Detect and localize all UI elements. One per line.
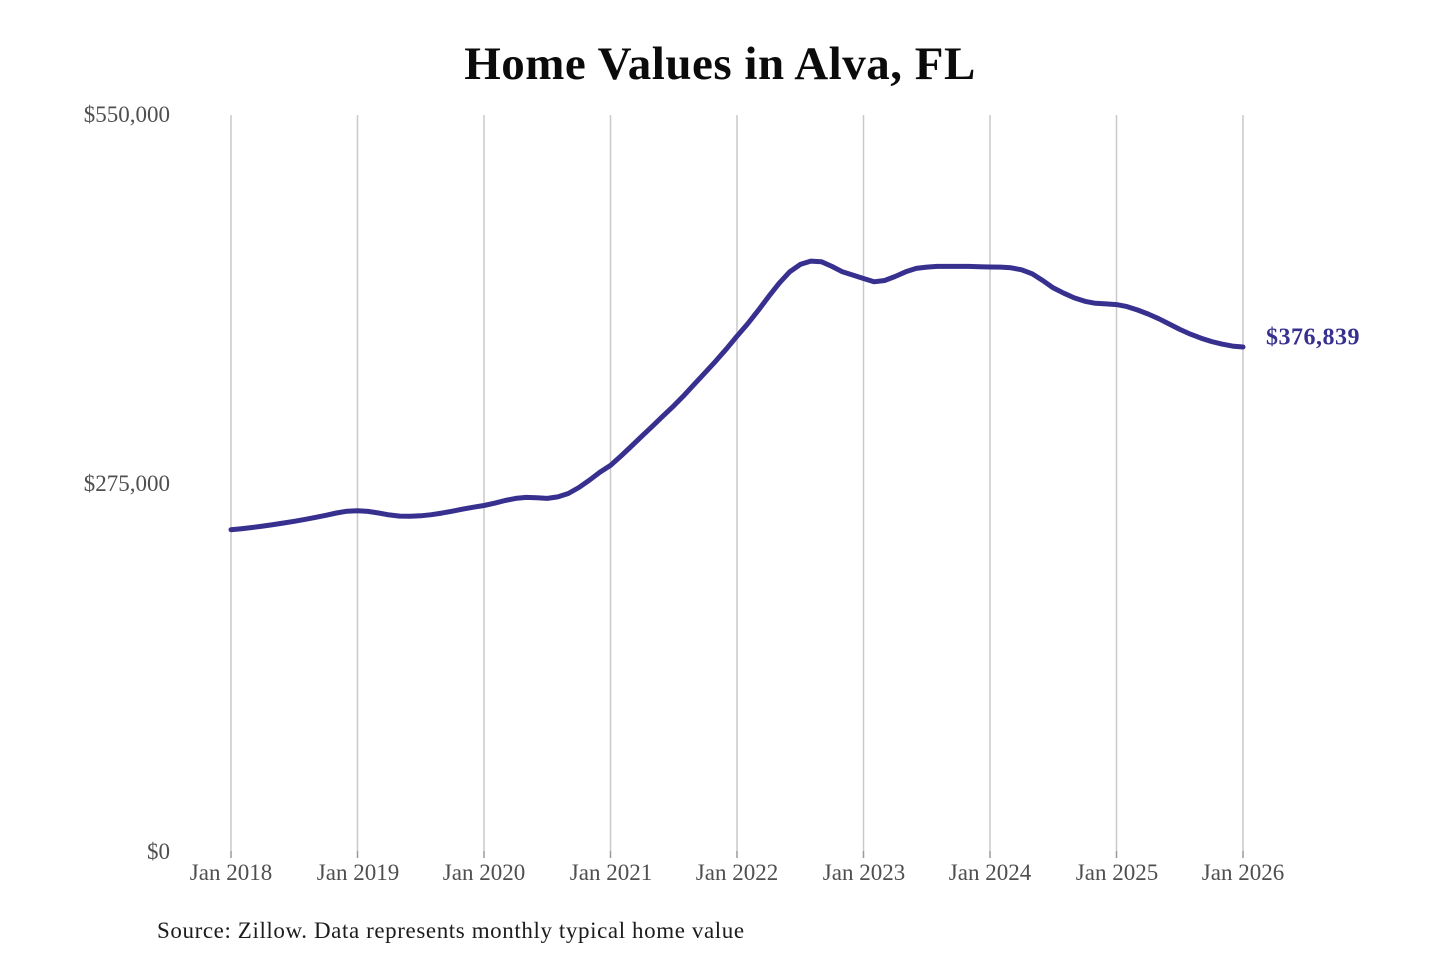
home-value-line — [228, 258, 1246, 533]
y-tick-label: $275,000 — [83, 471, 170, 496]
y-tick-label: $550,000 — [83, 102, 170, 127]
x-tick-label: Jan 2022 — [695, 860, 779, 885]
x-axis-tick-marks — [230, 851, 1244, 858]
x-tick-label: Jan 2023 — [822, 860, 906, 885]
x-tick-label: Jan 2021 — [569, 860, 653, 885]
y-tick-label: $0 — [147, 839, 170, 864]
home-value-line-series — [228, 258, 1246, 533]
x-tick-label: Jan 2025 — [1075, 860, 1159, 885]
chart-title: Home Values in Alva, FL — [464, 38, 976, 90]
x-tick-label: Jan 2019 — [316, 860, 400, 885]
x-tick-label: Jan 2018 — [189, 860, 273, 885]
source-note: Source: Zillow. Data represents monthly … — [157, 918, 745, 943]
x-tick-label: Jan 2024 — [948, 860, 1032, 885]
gridlines — [230, 115, 1244, 851]
x-tick-label: Jan 2026 — [1201, 860, 1285, 885]
x-tick-label: Jan 2020 — [442, 860, 526, 885]
end-value-label: $376,839 — [1266, 324, 1360, 351]
